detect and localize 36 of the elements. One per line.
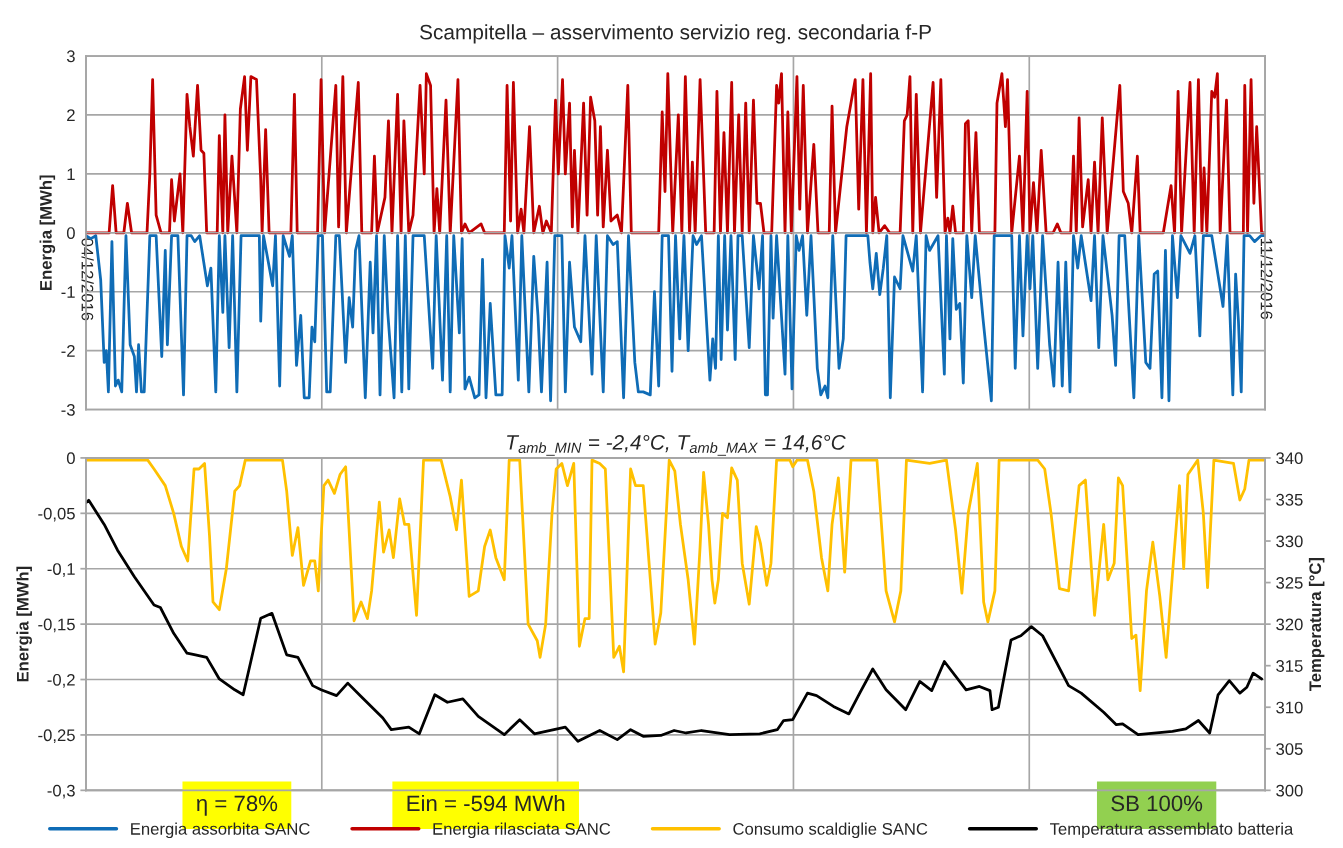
y-tick-label: -0,1 <box>47 563 75 577</box>
line-series <box>85 72 1266 235</box>
y-tick-label: -0,2 <box>47 673 75 688</box>
y2-tick-label: 315 <box>1276 660 1303 672</box>
y2-tick-label: 320 <box>1276 618 1303 631</box>
y-tick-label: -2 <box>61 345 75 357</box>
text: SB 100% <box>1111 795 1203 812</box>
x-tick-label: 04/12/2016 <box>81 238 94 321</box>
chart-title: T$_{amb_MIN}$ = -2,4°C, T$_{amb_MAX}$ = 14,6°C <box>507 435 846 456</box>
y-tick-label: -3 <box>61 403 75 416</box>
chart-title: Scampitella – asservimento servizio reg. secondaria f-P <box>420 24 931 44</box>
y2-tick-label: 300 <box>1276 784 1303 797</box>
y-tick-label: -0,15 <box>38 618 75 633</box>
text: Ein = -594 MWh <box>407 794 565 812</box>
y-tick-label: -0,25 <box>38 729 75 744</box>
y-tick-label: -0,05 <box>38 507 75 522</box>
y2-tick-label: 325 <box>1276 576 1303 589</box>
y-tick-label: -1 <box>61 286 75 298</box>
legend-label: Energia assorbita SANC <box>131 822 310 839</box>
y-tick-label: -0,3 <box>47 784 75 799</box>
y2-tick-label: 335 <box>1276 493 1303 506</box>
y2-axis-title: Temperatura [°C] <box>1308 557 1325 692</box>
y2-tick-label: 305 <box>1276 743 1303 755</box>
text: η = 78% <box>196 795 278 816</box>
y2-tick-label: 340 <box>1276 452 1303 465</box>
y-tick-label: 3 <box>66 50 75 63</box>
y-tick-label: 1 <box>67 168 75 180</box>
y-axis-title: Energia [MWh] <box>39 175 56 290</box>
y2-tick-label: 330 <box>1276 535 1303 548</box>
legend-label: Consumo scaldiglie SANC <box>733 822 928 839</box>
y-tick-label: 0 <box>66 227 75 239</box>
y-tick-label: 0 <box>66 452 75 465</box>
y2-tick-label: 310 <box>1276 701 1303 714</box>
y-tick-label: 2 <box>67 109 75 121</box>
y-axis-title: Energia [MWh] <box>16 566 32 682</box>
x-tick-label: 11/12/2016 <box>1260 238 1273 320</box>
